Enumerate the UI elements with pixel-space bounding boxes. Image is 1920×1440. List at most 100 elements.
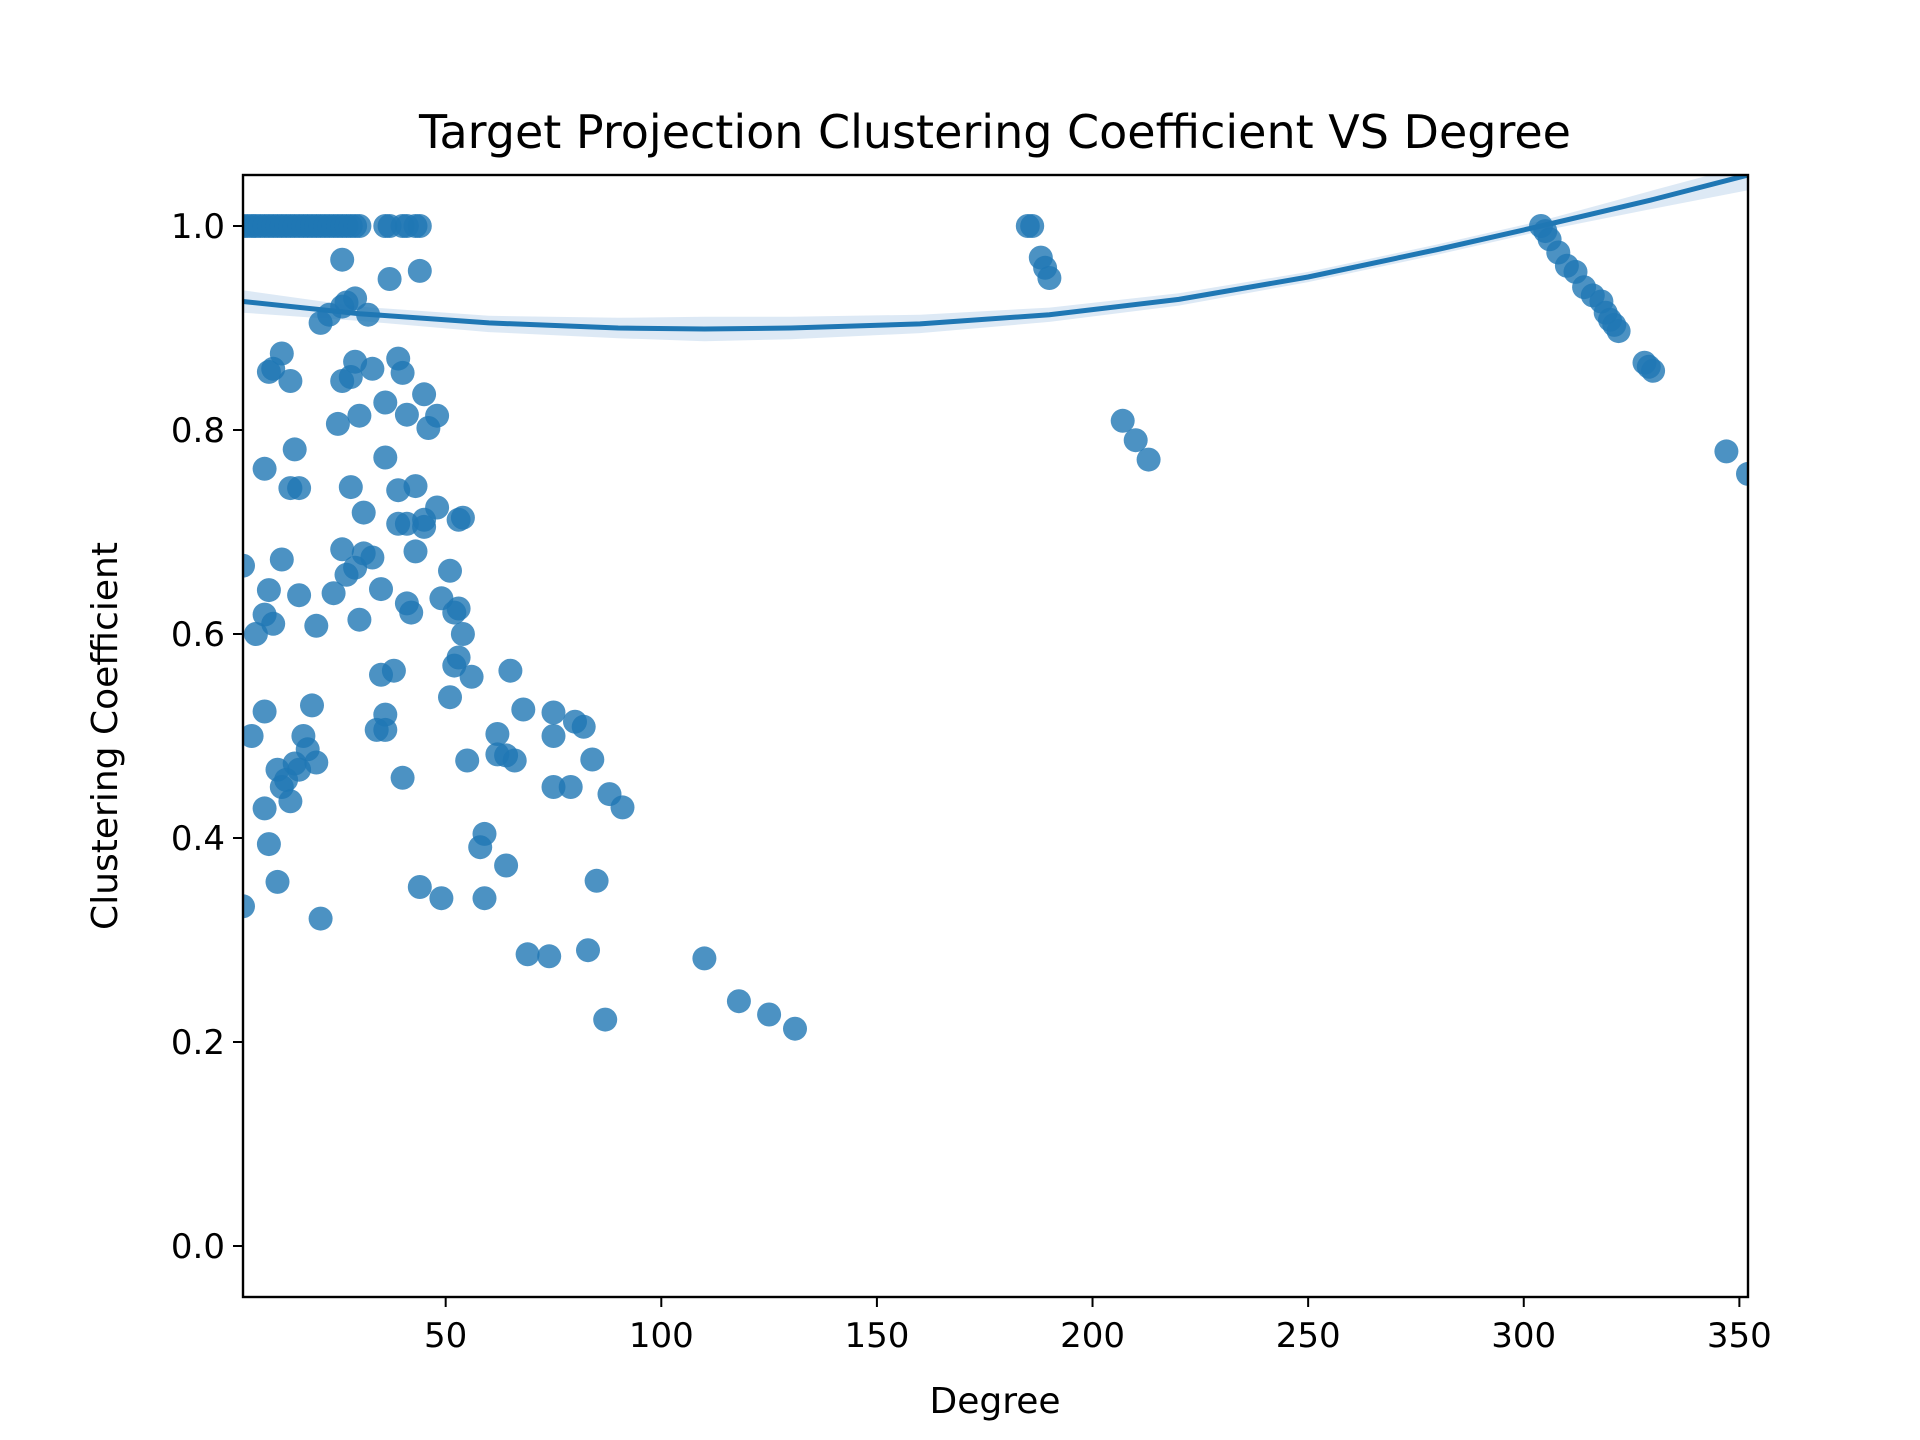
data-point [472, 886, 497, 911]
data-point [252, 796, 277, 821]
data-point [416, 416, 441, 440]
data-point [571, 714, 596, 739]
data-point [373, 390, 398, 415]
x-tick-label: 350 [1707, 1316, 1772, 1356]
data-point [269, 547, 294, 572]
data-point [269, 341, 294, 366]
data-point [252, 699, 277, 724]
data-point [584, 868, 609, 893]
data-point [243, 724, 264, 748]
data-point [1020, 214, 1045, 238]
data-point [265, 869, 290, 894]
data-point [407, 258, 432, 283]
data-point [442, 653, 467, 678]
data-point [757, 1002, 782, 1027]
data-point [300, 693, 324, 718]
data-point [304, 613, 329, 638]
data-point [369, 662, 393, 687]
data-point [360, 545, 385, 570]
data-point [347, 403, 372, 428]
data-point [261, 611, 286, 636]
data-point [438, 558, 462, 583]
data-point [407, 875, 432, 899]
y-tick-label: 0.4 [171, 819, 225, 859]
chart-title: Target Projection Clustering Coefficient… [418, 105, 1571, 159]
data-point [494, 853, 519, 878]
data-point [1606, 319, 1631, 344]
x-tick-label: 250 [1276, 1316, 1341, 1356]
data-point [403, 474, 428, 499]
data-point [1037, 266, 1062, 290]
data-point [369, 577, 393, 602]
x-tick-label: 200 [1060, 1316, 1125, 1356]
data-point [446, 507, 471, 532]
data-point [692, 946, 717, 971]
y-tick-label: 0.0 [171, 1227, 225, 1267]
data-point [580, 747, 605, 772]
data-point [351, 500, 376, 525]
data-point [1110, 408, 1135, 433]
data-point [783, 1016, 807, 1041]
x-axis-label: Degree [929, 1381, 1060, 1422]
data-point [511, 697, 536, 722]
data-point [610, 795, 635, 820]
data-point [287, 583, 312, 608]
data-point [593, 1007, 618, 1032]
data-point [403, 539, 428, 564]
data-point [325, 411, 350, 436]
data-point [1136, 447, 1161, 472]
data-point [243, 622, 268, 646]
data-point [438, 685, 462, 710]
data-points [243, 214, 1748, 1041]
data-point [282, 437, 307, 462]
data-point [330, 247, 355, 272]
y-tick-label: 1.0 [171, 207, 225, 247]
data-point [377, 267, 402, 291]
data-point [537, 944, 562, 969]
data-point [330, 537, 355, 562]
data-point [1736, 461, 1748, 486]
data-point [429, 886, 454, 911]
data-point [390, 360, 415, 385]
y-axis-ticks: 0.0 0.2 0.4 0.6 0.8 1.0 [171, 207, 243, 1267]
data-point [390, 765, 415, 790]
data-point [252, 456, 277, 481]
regression-line [243, 175, 1748, 332]
data-point [468, 835, 493, 860]
data-point [1641, 358, 1666, 383]
data-point [278, 369, 303, 393]
data-point [243, 894, 255, 919]
confidence-band [243, 175, 1748, 342]
data-point [243, 553, 255, 578]
data-point [442, 600, 467, 625]
data-point [256, 578, 281, 603]
plot-frame [241, 173, 1750, 1299]
x-tick-label: 50 [424, 1316, 467, 1356]
data-point [287, 476, 312, 501]
data-point [576, 938, 600, 963]
data-point [308, 310, 333, 335]
data-point [485, 722, 510, 746]
data-point [455, 748, 480, 773]
data-point [373, 445, 398, 470]
data-point [726, 989, 751, 1014]
plot-area [243, 175, 1748, 1041]
x-tick-label: 150 [844, 1316, 909, 1356]
data-point [338, 475, 363, 500]
y-tick-label: 0.6 [171, 615, 225, 655]
data-point [1123, 428, 1148, 453]
data-point [338, 365, 363, 389]
y-tick-label: 0.8 [171, 411, 225, 451]
data-point [412, 382, 437, 407]
data-point [373, 717, 398, 742]
data-point [360, 356, 385, 381]
data-point [1714, 439, 1739, 464]
x-tick-label: 300 [1491, 1316, 1556, 1356]
data-point [278, 789, 303, 814]
data-point [541, 700, 566, 725]
data-point [407, 214, 432, 238]
data-point [502, 748, 527, 773]
data-point [399, 600, 424, 625]
data-point [347, 214, 372, 238]
